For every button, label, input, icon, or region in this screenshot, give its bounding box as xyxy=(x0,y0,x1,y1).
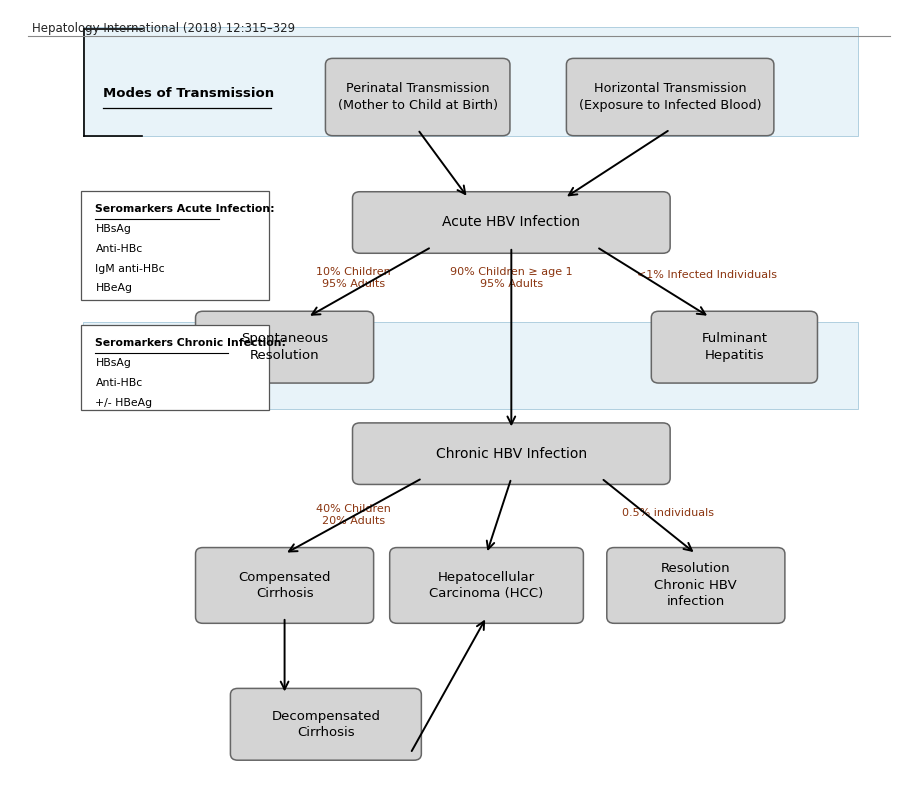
Text: Compensated
Cirrhosis: Compensated Cirrhosis xyxy=(239,570,330,600)
FancyBboxPatch shape xyxy=(652,311,817,383)
Text: Hepatocellular
Carcinoma (HCC): Hepatocellular Carcinoma (HCC) xyxy=(430,570,543,600)
FancyBboxPatch shape xyxy=(196,311,374,383)
Text: Chronic HBV Infection: Chronic HBV Infection xyxy=(436,447,587,461)
FancyBboxPatch shape xyxy=(353,423,670,484)
Text: 0.5% individuals: 0.5% individuals xyxy=(622,508,714,518)
Text: Fulminant
Hepatitis: Fulminant Hepatitis xyxy=(701,332,767,362)
Text: IgM anti-HBc: IgM anti-HBc xyxy=(95,264,165,274)
Text: Resolution
Chronic HBV
infection: Resolution Chronic HBV infection xyxy=(655,563,737,608)
FancyBboxPatch shape xyxy=(607,548,785,623)
Text: <1% Infected Individuals: <1% Infected Individuals xyxy=(637,270,777,279)
Text: 40% Children
20% Adults: 40% Children 20% Adults xyxy=(316,504,391,526)
Text: Spontaneous
Resolution: Spontaneous Resolution xyxy=(241,332,328,362)
Text: HBeAg: HBeAg xyxy=(95,283,132,294)
Text: HBsAg: HBsAg xyxy=(95,358,131,368)
Text: Seromarkers Chronic Infection:: Seromarkers Chronic Infection: xyxy=(95,338,286,349)
Text: Perinatal Transmission
(Mother to Child at Birth): Perinatal Transmission (Mother to Child … xyxy=(338,82,498,112)
FancyBboxPatch shape xyxy=(353,192,670,253)
FancyBboxPatch shape xyxy=(326,58,510,136)
FancyBboxPatch shape xyxy=(230,688,421,761)
Text: Decompensated
Cirrhosis: Decompensated Cirrhosis xyxy=(272,709,380,739)
Text: Horizontal Transmission
(Exposure to Infected Blood): Horizontal Transmission (Exposure to Inf… xyxy=(579,82,761,112)
Text: Anti-HBc: Anti-HBc xyxy=(95,378,142,388)
Text: Anti-HBc: Anti-HBc xyxy=(95,244,142,254)
FancyBboxPatch shape xyxy=(389,548,584,623)
FancyBboxPatch shape xyxy=(81,325,269,410)
FancyBboxPatch shape xyxy=(81,191,269,300)
Text: Seromarkers Acute Infection:: Seromarkers Acute Infection: xyxy=(95,204,275,215)
Text: +/- HBeAg: +/- HBeAg xyxy=(95,398,152,408)
FancyBboxPatch shape xyxy=(83,322,858,409)
FancyBboxPatch shape xyxy=(566,58,774,136)
FancyBboxPatch shape xyxy=(83,27,858,136)
Text: 90% Children ≥ age 1
95% Adults: 90% Children ≥ age 1 95% Adults xyxy=(450,267,573,289)
Text: HBsAg: HBsAg xyxy=(95,224,131,234)
Text: Modes of Transmission: Modes of Transmission xyxy=(103,87,274,99)
Text: Acute HBV Infection: Acute HBV Infection xyxy=(442,215,580,230)
Text: Hepatology International (2018) 12:315–329: Hepatology International (2018) 12:315–3… xyxy=(32,22,296,35)
Text: 10% Children
95% Adults: 10% Children 95% Adults xyxy=(316,267,391,289)
FancyBboxPatch shape xyxy=(196,548,374,623)
